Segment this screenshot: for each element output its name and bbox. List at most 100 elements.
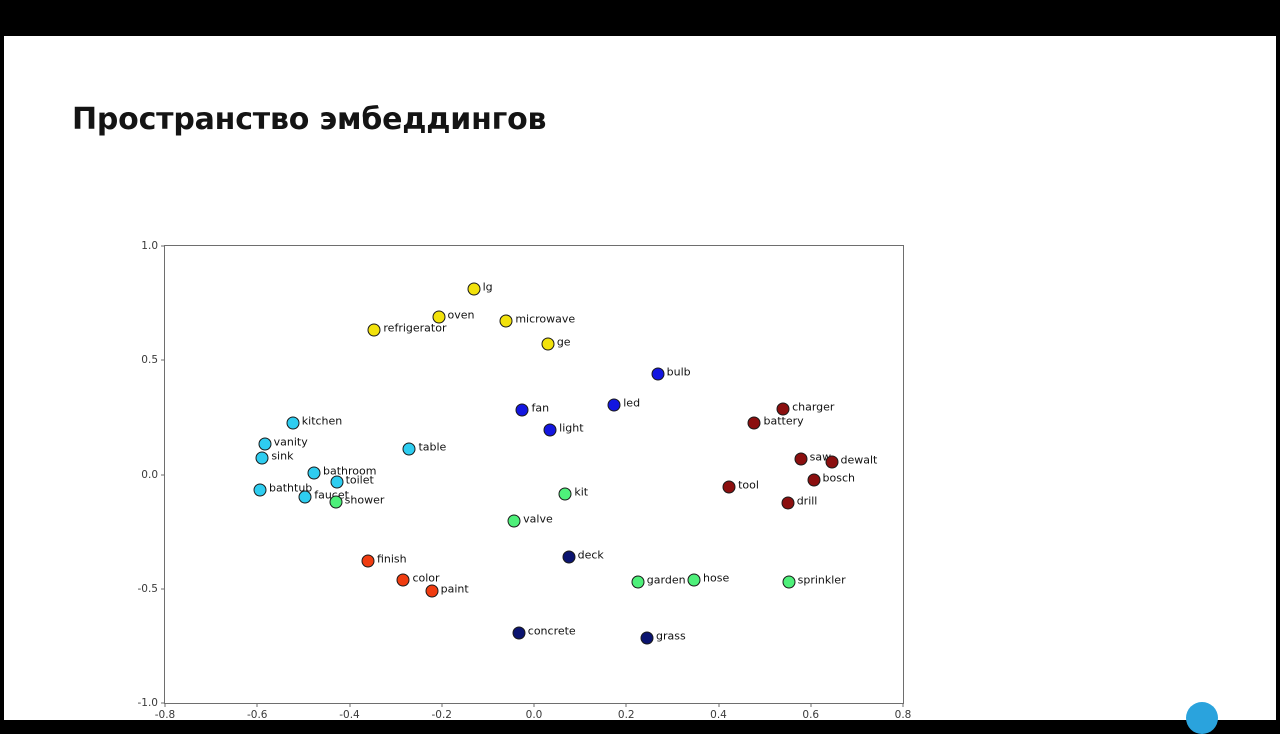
scatter-point[interactable] [367,323,381,337]
x-tick-label: -0.4 [339,709,360,720]
y-tick-mark [161,245,165,247]
scatter-point-label: color [412,571,440,585]
scatter-point-label: battery [763,414,804,428]
x-tick-label: -0.8 [154,709,176,720]
scatter-point-label: sprinkler [797,573,846,587]
y-tick-label: -1.0 [137,697,159,709]
scatter-point[interactable] [467,282,481,296]
scatter-point-label: tool [738,478,759,492]
scatter-point-label: bulb [666,365,691,378]
y-tick-mark [161,474,165,475]
scatter-point-label: toilet [345,473,374,487]
scatter-point-label: table [418,440,447,454]
scatter-point-label: dewalt [840,453,878,467]
scatter-point[interactable] [515,403,529,417]
scatter-point[interactable] [298,490,312,504]
x-tick-mark [441,703,443,707]
scatter-point-label: sink [271,449,294,463]
scatter-point[interactable] [558,487,572,501]
scatter-plot-figure: 1.0 0.5 0.0 -0.5 -1.0 -0.8 -0.6 -0.4 -0.2 0.0 0.2 0… [138,205,920,720]
scatter-point-label: ge [556,335,571,349]
scatter-point-label: garden [646,573,686,587]
scatter-point-label: drill [796,494,818,508]
scatter-point-label: microwave [515,312,576,326]
y-tick-label: 0.5 [141,354,158,367]
scatter-point-label: shower [344,493,385,507]
scatter-point-label: charger [792,400,835,414]
scatter-point-label: led [623,396,641,410]
scatter-point-label: valve [523,512,553,526]
scatter-point-label: finish [376,552,407,566]
scatter-point-label: vanity [273,435,308,449]
scatter-point[interactable] [607,398,621,412]
y-tick-label: -0.5 [137,582,159,595]
page-title: Пространство эмбеддингов [72,102,547,137]
scatter-point[interactable] [631,575,645,589]
scatter-point[interactable] [543,423,557,437]
cursor-indicator [1186,702,1218,734]
x-tick-label: 0.4 [710,709,727,720]
scatter-point[interactable] [776,402,790,416]
scatter-point[interactable] [255,451,269,465]
scatter-point-label: hose [703,571,730,585]
scatter-point[interactable] [807,473,821,487]
scatter-point[interactable] [425,584,439,598]
scatter-point[interactable] [722,480,736,494]
x-tick-mark [902,703,904,707]
scatter-point-label: grass [656,629,686,643]
x-tick-label: -0.6 [247,709,268,720]
x-tick-mark [256,703,258,707]
x-tick-label: 0.0 [525,709,543,720]
scatter-point[interactable] [286,416,300,430]
scatter-point-label: oven [447,308,475,322]
scatter-point-label: concrete [527,624,576,638]
scatter-point-label: bosch [822,471,855,485]
scatter-point-label: deck [577,548,604,562]
scatter-point[interactable] [330,475,344,489]
y-tick-label: 0.0 [141,468,158,481]
scatter-point[interactable] [432,310,446,324]
scatter-point-label: kit [574,485,589,499]
x-tick-mark [533,703,535,707]
scatter-point[interactable] [507,514,521,528]
y-tick-mark [161,359,165,361]
scatter-point[interactable] [640,631,654,645]
x-tick-label: 0.2 [617,709,635,720]
scatter-point[interactable] [794,452,808,466]
scatter-point[interactable] [651,367,665,380]
plot-axes-area: 1.0 0.5 0.0 -0.5 -1.0 -0.8 -0.6 -0.4 -0.2 0.0 0.2 0… [138,240,912,720]
scatter-point[interactable] [361,554,375,568]
scatter-point-label: lg [482,280,493,294]
x-tick-label: 0.8 [894,709,912,720]
x-tick-mark [718,703,719,707]
scatter-point[interactable] [747,416,761,430]
slide-canvas: Пространство эмбеддингов 1.0 0.5 0.0 -0.5 -1… [4,36,1276,720]
x-tick-mark [810,703,812,707]
scatter-point[interactable] [499,314,513,328]
scatter-point[interactable] [258,437,272,451]
scatter-point[interactable] [402,442,416,456]
scatter-point[interactable] [541,337,555,351]
scatter-point[interactable] [782,575,796,589]
y-tick-label: 1.0 [141,240,158,252]
x-tick-mark [349,703,350,707]
x-tick-mark [164,703,166,707]
scatter-point[interactable] [825,455,838,469]
scatter-point-label: fan [531,401,550,415]
y-tick-mark [161,588,165,590]
top-letterbox-bar [0,0,1280,36]
scatter-point[interactable] [562,550,576,564]
scatter-point[interactable] [781,496,795,510]
scatter-point[interactable] [512,626,526,640]
scatter-point-label: bathroom [322,464,377,478]
scatter-point[interactable] [307,466,321,480]
scatter-point[interactable] [687,573,701,587]
scatter-point[interactable] [329,495,343,509]
scatter-point-label: kitchen [301,414,343,428]
scatter-point[interactable] [396,573,410,587]
y-tick-mark [161,702,165,704]
x-tick-label: -0.2 [431,709,453,720]
scatter-point[interactable] [253,483,267,497]
x-tick-mark [625,703,627,707]
